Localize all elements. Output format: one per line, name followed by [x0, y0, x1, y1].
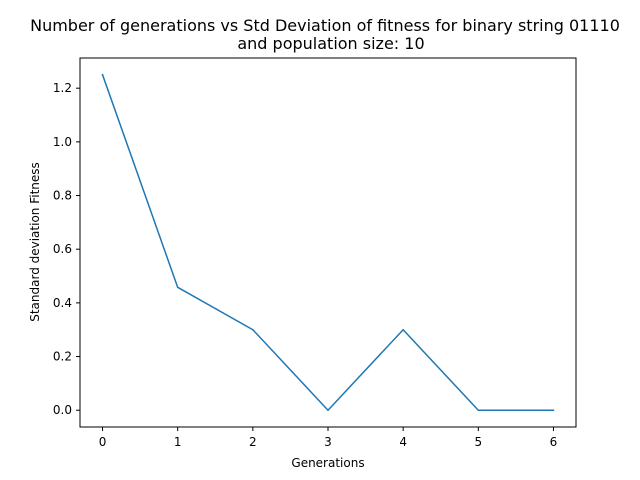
- series-group: [101, 73, 555, 411]
- y-tick-label: 1.0: [53, 135, 72, 149]
- x-tick-label: 5: [474, 435, 482, 449]
- x-axis-ticks: 0 1 2 3 4 5 6: [99, 427, 558, 449]
- x-tick-label: 3: [324, 435, 332, 449]
- data-point: [101, 74, 104, 76]
- y-tick-label: 1.2: [53, 81, 72, 95]
- y-axis-ticks: 0.0 0.2 0.4 0.6 0.8 1.0 1.2: [53, 81, 80, 417]
- plot-frame: [79, 57, 577, 428]
- data-point: [402, 328, 404, 331]
- data-point: [252, 328, 254, 331]
- y-tick-label: 0.8: [53, 189, 72, 203]
- data-point: [552, 409, 555, 411]
- plot-area: 0 1 2 3 4 5 6 0.0 0.2 0.4 0.6 0.8 1.0 1.2: [53, 57, 577, 449]
- x-tick-label: 0: [99, 435, 107, 449]
- x-tick-label: 6: [550, 435, 558, 449]
- data-point: [477, 409, 480, 411]
- x-tick-label: 2: [249, 435, 257, 449]
- chart-title-line-1: Number of generations vs Std Deviation o…: [30, 16, 620, 35]
- x-tick-label: 1: [174, 435, 182, 449]
- y-axis-label: Standard deviation Fitness: [28, 162, 42, 322]
- x-tick-label: 4: [399, 435, 407, 449]
- chart-title-line-2: and population size: 10: [237, 34, 424, 53]
- y-tick-label: 0.4: [53, 296, 72, 310]
- data-point: [176, 286, 179, 289]
- y-tick-label: 0.2: [53, 350, 72, 364]
- y-tick-label: 0.0: [53, 403, 72, 417]
- y-tick-label: 0.6: [53, 242, 72, 256]
- x-axis-label: Generations: [291, 456, 364, 470]
- data-point: [327, 409, 329, 411]
